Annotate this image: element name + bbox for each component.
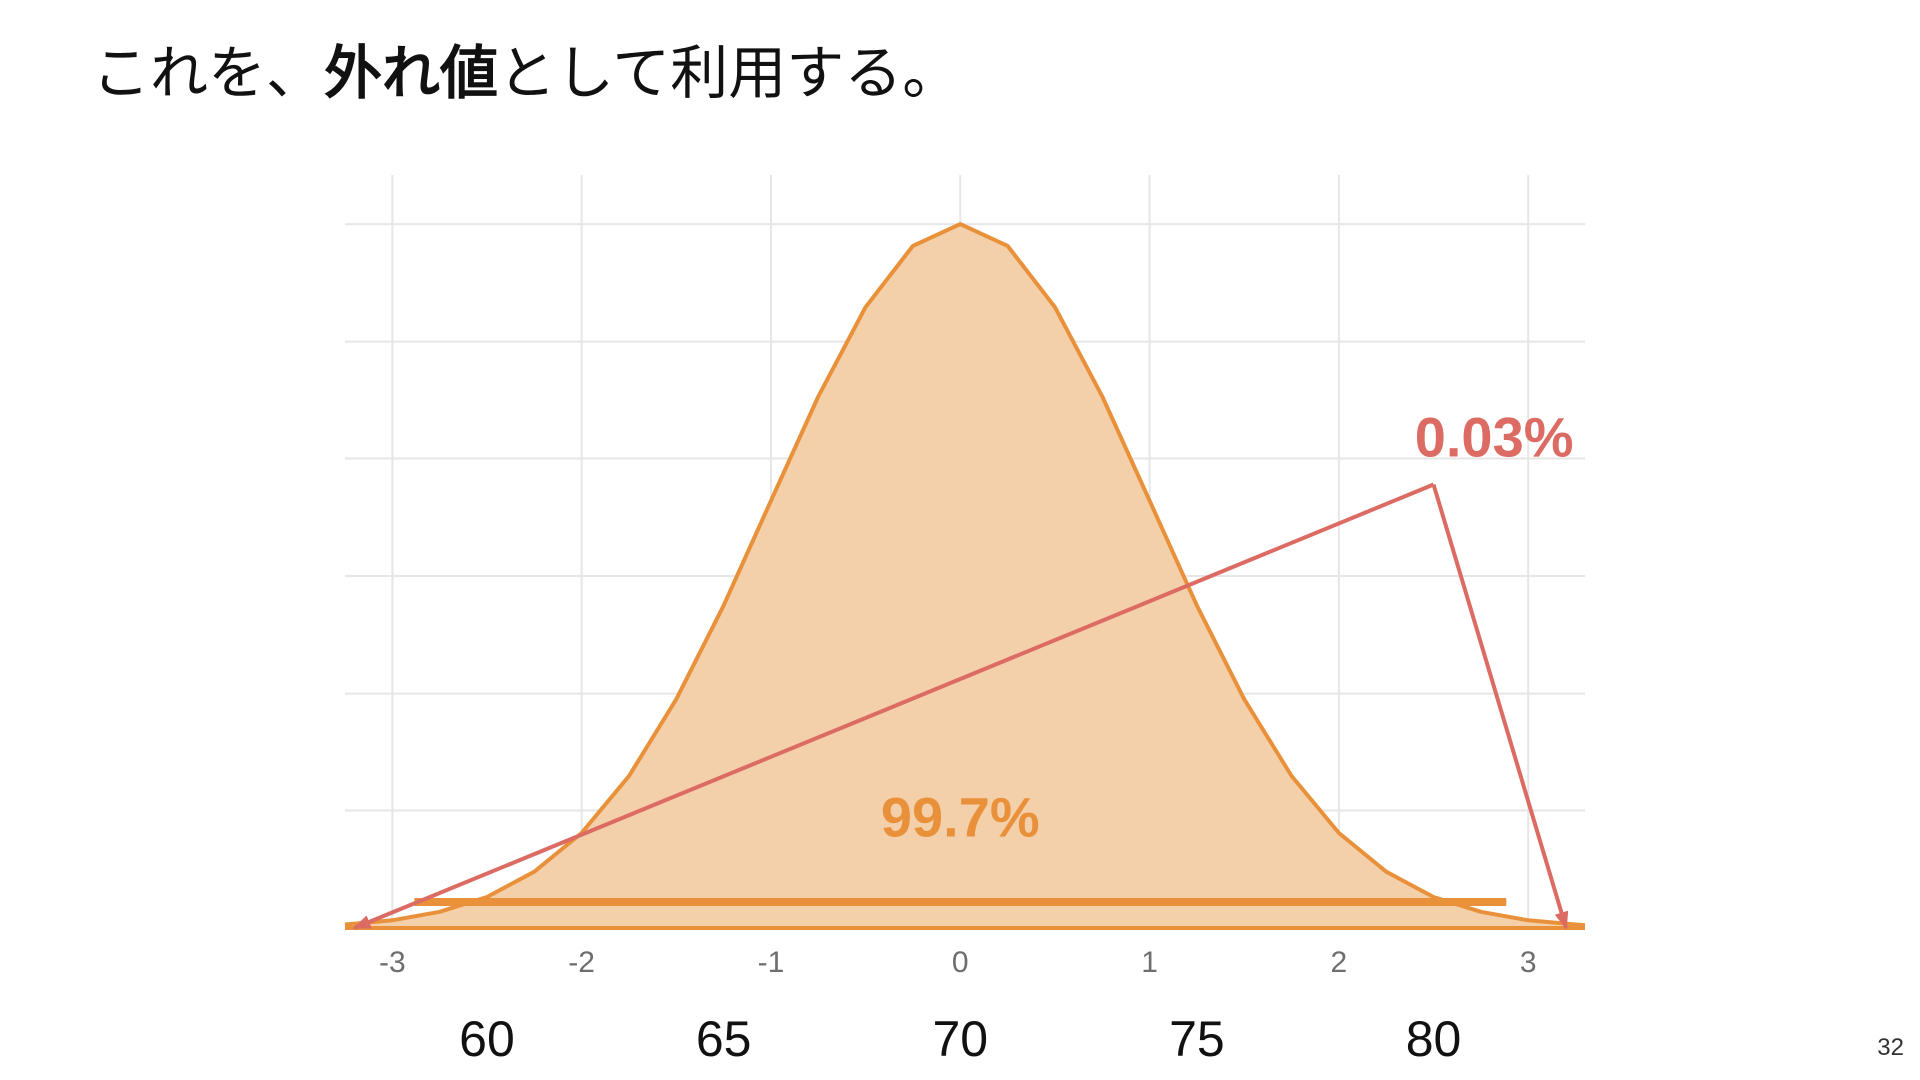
x-tick-label-1: -2 [568,946,595,979]
x-tick-label-4: 1 [1141,946,1158,979]
title-emphasis: 外れ値 [324,39,499,107]
page-number: 32 [1877,1034,1904,1061]
annotations: 99.7% 0.03% [352,405,1574,930]
score-label-4: 80 [1406,1011,1462,1067]
title-prefix: これを、 [92,39,325,107]
slide-title: これを、外れ値として利用する。 [92,30,960,116]
density-curve [344,222,1586,928]
x-tick-label-0: -3 [379,946,406,979]
score-label-1: 65 [696,1011,752,1067]
annotation-label-0: 99.7% [881,785,1040,848]
x-tick-label-6: 3 [1520,946,1537,979]
x-axis-ticks: -3 -2 -1 0 1 2 3 [379,946,1537,979]
title-suffix: として利用する。 [498,39,961,107]
x-tick-label-3: 0 [952,946,969,979]
annotation-label-1: 0.03% [1415,405,1574,468]
callout-arrow-1 [1431,483,1569,930]
callout-arrow-0 [352,482,1435,930]
score-label-0: 60 [459,1011,515,1067]
x-tick-label-2: -1 [758,946,785,979]
x-tick-label-5: 2 [1331,946,1348,979]
distribution-area [344,222,1586,930]
score-label-2: 70 [932,1011,988,1067]
score-label-3: 75 [1169,1011,1225,1067]
score-axis: 60 65 70 75 80 [459,1011,1461,1067]
